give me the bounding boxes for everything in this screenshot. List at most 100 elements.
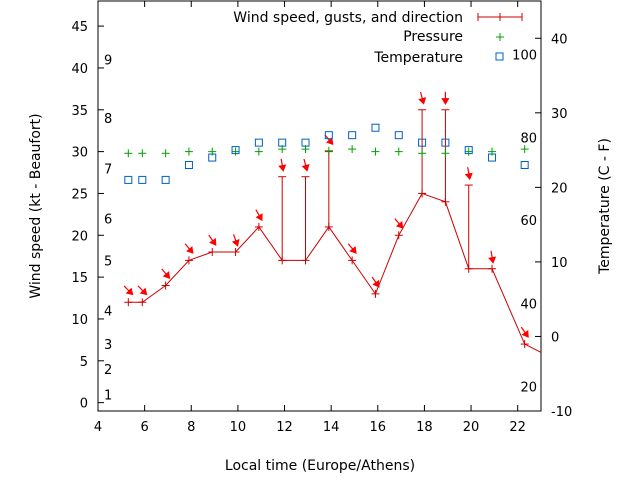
- fahrenheit-label: 100: [512, 49, 537, 64]
- arrow-head: [372, 279, 380, 288]
- wind-direction-arrow: [208, 234, 217, 246]
- legend-label-pressure: Pressure: [403, 29, 463, 45]
- x-tick-label: 14: [323, 420, 340, 435]
- wind-speed-point: [124, 298, 133, 307]
- wind-direction-arrow: [371, 276, 380, 288]
- arrow-head: [162, 271, 171, 279]
- beaufort-label: 3: [104, 338, 112, 353]
- beaufort-label: 1: [104, 388, 112, 403]
- x-tick-label: 16: [370, 420, 387, 435]
- wind-direction-arrow: [418, 91, 427, 105]
- arrow-head: [231, 239, 240, 247]
- wind-direction-arrow: [255, 209, 263, 222]
- wind-speed-point: [254, 222, 263, 231]
- temperature-point: [464, 146, 473, 155]
- arrow-head: [521, 330, 529, 338]
- fahrenheit-label: 20: [520, 380, 537, 395]
- beaufort-label: 8: [104, 112, 112, 127]
- wind-speed-point: [208, 248, 217, 257]
- beaufort-label: 6: [104, 213, 112, 228]
- wind-speed-point: [464, 264, 473, 273]
- wind-direction-arrow: [278, 158, 287, 172]
- wind-speed-point: [520, 340, 529, 349]
- pressure-point: [348, 145, 357, 154]
- fahrenheit-label: 80: [520, 131, 537, 146]
- y2-tick-label: -10: [551, 405, 572, 420]
- arrow-head: [395, 220, 404, 229]
- x-tick-label: 20: [463, 420, 480, 435]
- beaufort-label: 2: [104, 363, 112, 378]
- wind-speed-point: [371, 289, 380, 298]
- temperature-point: [441, 138, 450, 147]
- temperature-point: [324, 131, 333, 140]
- pressure-point: [324, 146, 333, 155]
- pressure-point: [371, 147, 380, 156]
- y-axis-label: Wind speed (kt - Beaufort): [28, 113, 44, 298]
- y-tick-label: 10: [71, 313, 88, 328]
- y-tick-label: 20: [71, 229, 88, 244]
- y2-axis-label: Temperature (C - F): [597, 138, 613, 275]
- arrow-head: [325, 137, 334, 146]
- wind-speed-point: [394, 231, 403, 240]
- arrow-head: [209, 238, 217, 246]
- x-tick-label: 4: [94, 420, 102, 435]
- legend-label-temperature: Temperature: [373, 50, 463, 66]
- x-tick-label: 12: [276, 420, 293, 435]
- temperature-point: [488, 153, 497, 162]
- wind-direction-arrow: [488, 250, 497, 264]
- axis-ticks: 4 6 8 10 12 14 16 18 20 22051015202530354045-1001…: [71, 1, 572, 435]
- wind-direction-arrow: [137, 285, 148, 296]
- wind-speed-point: [348, 256, 357, 265]
- arrow-head: [139, 287, 148, 296]
- beaufort-label: 7: [104, 162, 112, 177]
- wind-speed-point: [161, 281, 170, 290]
- beaufort-label: 4: [104, 305, 112, 320]
- wind-direction-arrow: [123, 285, 134, 296]
- temperature-point: [124, 175, 133, 184]
- wind-direction-arrow: [184, 243, 194, 254]
- pressure-point: [464, 147, 473, 156]
- fahrenheit-label: 60: [520, 214, 537, 229]
- y-tick-label: 35: [71, 104, 88, 119]
- arrow-head: [255, 213, 263, 222]
- temperature-point: [301, 138, 310, 147]
- legend-swatch-temperature: [495, 52, 504, 61]
- arrow-head: [186, 246, 194, 254]
- wind-speed-point: [301, 256, 310, 265]
- pressure-point: [520, 145, 529, 154]
- wind-speed-point: [184, 256, 193, 265]
- x-tick-label: 22: [509, 420, 526, 435]
- legend: Wind speed, gusts, and direction Pressur…: [233, 10, 523, 66]
- y-tick-label: 25: [71, 187, 88, 202]
- wind-direction-arrow: [464, 167, 473, 181]
- arrow-head: [464, 172, 473, 181]
- wind-speed-point: [441, 197, 450, 206]
- wind-direction-arrow: [441, 91, 450, 105]
- wind-direction-arrow: [301, 158, 310, 172]
- arrow-head: [488, 256, 497, 264]
- pressure-point: [184, 147, 193, 156]
- chart-marks: [123, 91, 542, 353]
- beaufort-label: 5: [104, 254, 112, 269]
- pressure-point: [394, 147, 403, 156]
- wind-speed-point: [418, 189, 427, 198]
- wind-direction-arrow: [347, 243, 357, 254]
- temperature-point: [254, 138, 263, 147]
- y-tick-label: 30: [71, 146, 88, 161]
- wind-direction-arrow: [324, 134, 334, 146]
- arrow-head: [278, 164, 287, 172]
- y-tick-label: 40: [71, 62, 88, 77]
- temperature-point: [348, 131, 357, 140]
- fahrenheit-label: 40: [520, 298, 537, 313]
- temperature-point: [418, 138, 427, 147]
- wind-speed-point: [488, 264, 497, 273]
- temperature-point: [231, 146, 240, 155]
- x-tick-label: 18: [416, 420, 433, 435]
- wind-direction-arrow: [394, 218, 404, 229]
- y-tick-label: 15: [71, 271, 88, 286]
- temperature-point: [520, 161, 529, 169]
- x-tick-label: 8: [187, 420, 195, 435]
- pressure-point: [161, 149, 170, 158]
- y-tick-label: 0: [80, 397, 88, 412]
